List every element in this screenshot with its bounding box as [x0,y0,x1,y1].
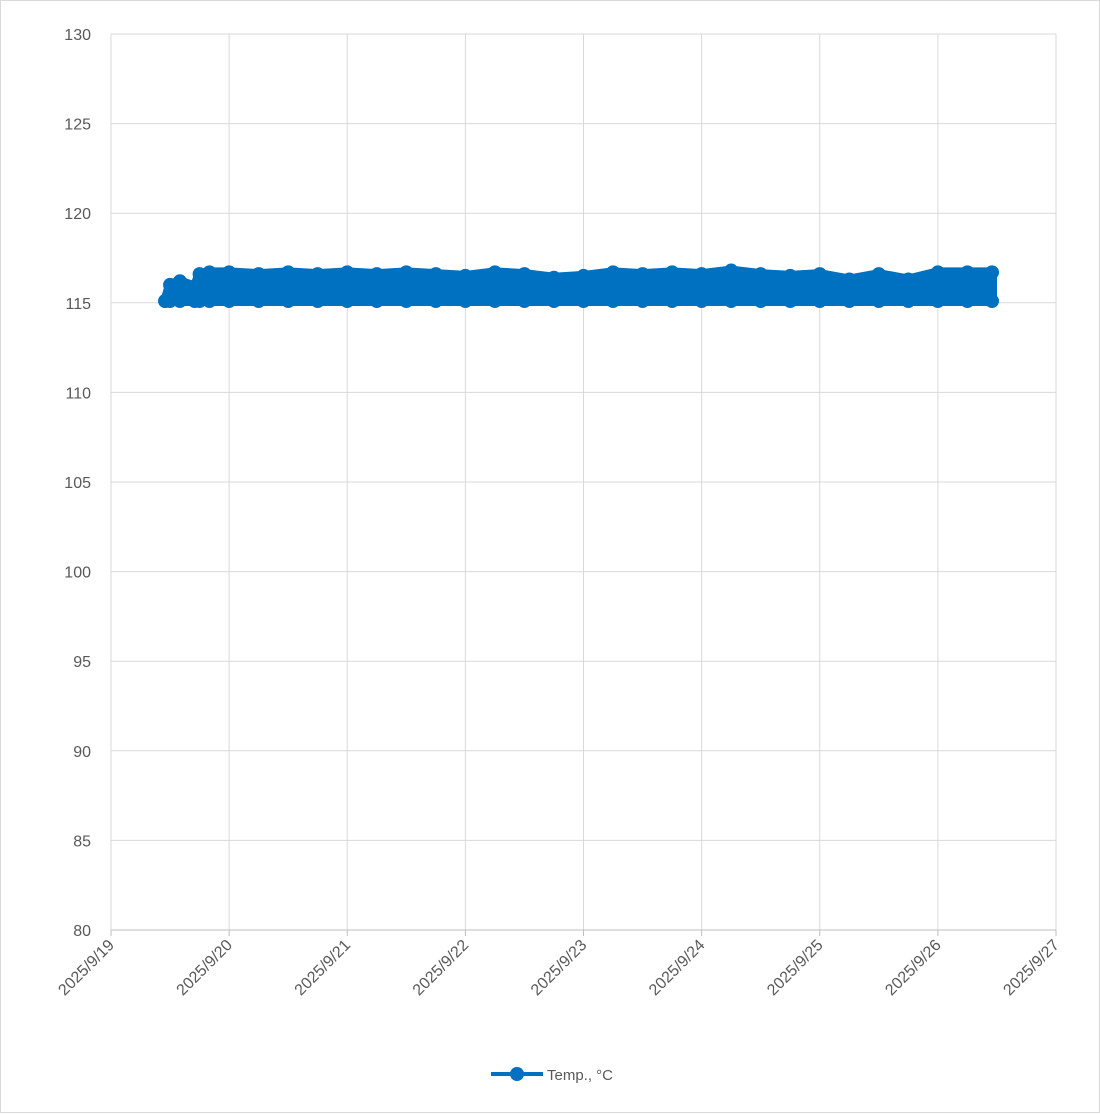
x-tick-label: 2025/9/22 [410,937,472,999]
data-point [576,294,591,309]
data-point [281,294,296,309]
data-point [635,294,650,309]
y-tick-label: 125 [64,117,91,134]
data-point [340,265,355,280]
data-point [517,294,532,309]
x-tick-label: 2025/9/23 [528,937,590,999]
data-point [310,294,325,309]
gridlines [110,33,1057,931]
y-tick-label: 85 [73,833,91,850]
data-point [340,294,355,309]
y-tick-label: 95 [73,654,91,671]
data-point [546,270,561,285]
data-point [369,294,384,309]
data-point [517,267,532,282]
data-point [724,294,739,309]
y-tick-label: 115 [65,296,91,313]
x-tick-label: 2025/9/24 [646,937,708,999]
data-point [192,294,207,309]
data-point [202,265,217,280]
data-point [222,294,237,309]
y-tick-label: 80 [73,923,91,940]
data-point [399,294,414,309]
data-point [871,267,886,282]
data-point [202,294,217,309]
y-tick-label: 110 [65,385,91,402]
data-point [812,267,827,282]
x-tick-label: 2025/9/27 [1000,937,1062,999]
data-point [222,265,237,280]
data-point [930,265,945,280]
data-point [251,294,266,309]
axes: 80 85 90 95 100 105 110 115 120 125 130 2025/9/19 20… [55,27,1062,999]
y-tick-label: 100 [64,565,91,582]
data-point [960,265,975,280]
data-point [546,294,561,309]
series-layer [158,263,1000,309]
data-point [606,294,621,309]
data-point [985,294,1000,309]
data-point [576,268,591,283]
data-point [901,294,916,309]
data-point [458,294,473,309]
data-point [399,265,414,280]
data-point [753,294,768,309]
data-point [635,267,650,282]
data-point [172,294,187,309]
data-point [783,268,798,283]
y-tick-label: 120 [64,206,91,223]
y-tick-label: 105 [64,475,91,492]
legend-label: Temp., °C [547,1067,613,1084]
data-point [753,267,768,282]
legend: Temp., °C [491,1067,613,1084]
x-tick-label: 2025/9/19 [55,937,117,999]
data-point [694,294,709,309]
data-point [487,265,502,280]
data-point [428,267,443,282]
data-point [901,272,916,287]
data-point [930,294,945,309]
data-point [665,265,680,280]
data-point [428,294,443,309]
x-tick-label: 2025/9/25 [764,937,826,999]
x-tick-label: 2025/9/26 [882,937,944,999]
data-point [724,263,739,278]
data-point [163,294,178,309]
y-tick-label: 90 [73,744,91,761]
data-point [960,294,975,309]
data-point [985,265,1000,280]
data-point [871,294,886,309]
y-tick-label: 130 [64,27,91,44]
data-point [172,274,187,289]
data-point [369,267,384,282]
data-point [487,294,502,309]
data-point [310,267,325,282]
data-point [281,265,296,280]
x-tick-label: 2025/9/20 [174,937,236,999]
legend-marker [510,1067,524,1081]
data-point [783,294,798,309]
data-point [812,294,827,309]
series-temp [158,263,1000,309]
data-point [187,279,202,294]
data-point [606,265,621,280]
data-point [694,267,709,282]
data-point [251,267,266,282]
data-point [665,294,680,309]
x-tick-label: 2025/9/21 [292,937,354,999]
data-point [842,294,857,309]
data-point [458,268,473,283]
data-point [842,272,857,287]
